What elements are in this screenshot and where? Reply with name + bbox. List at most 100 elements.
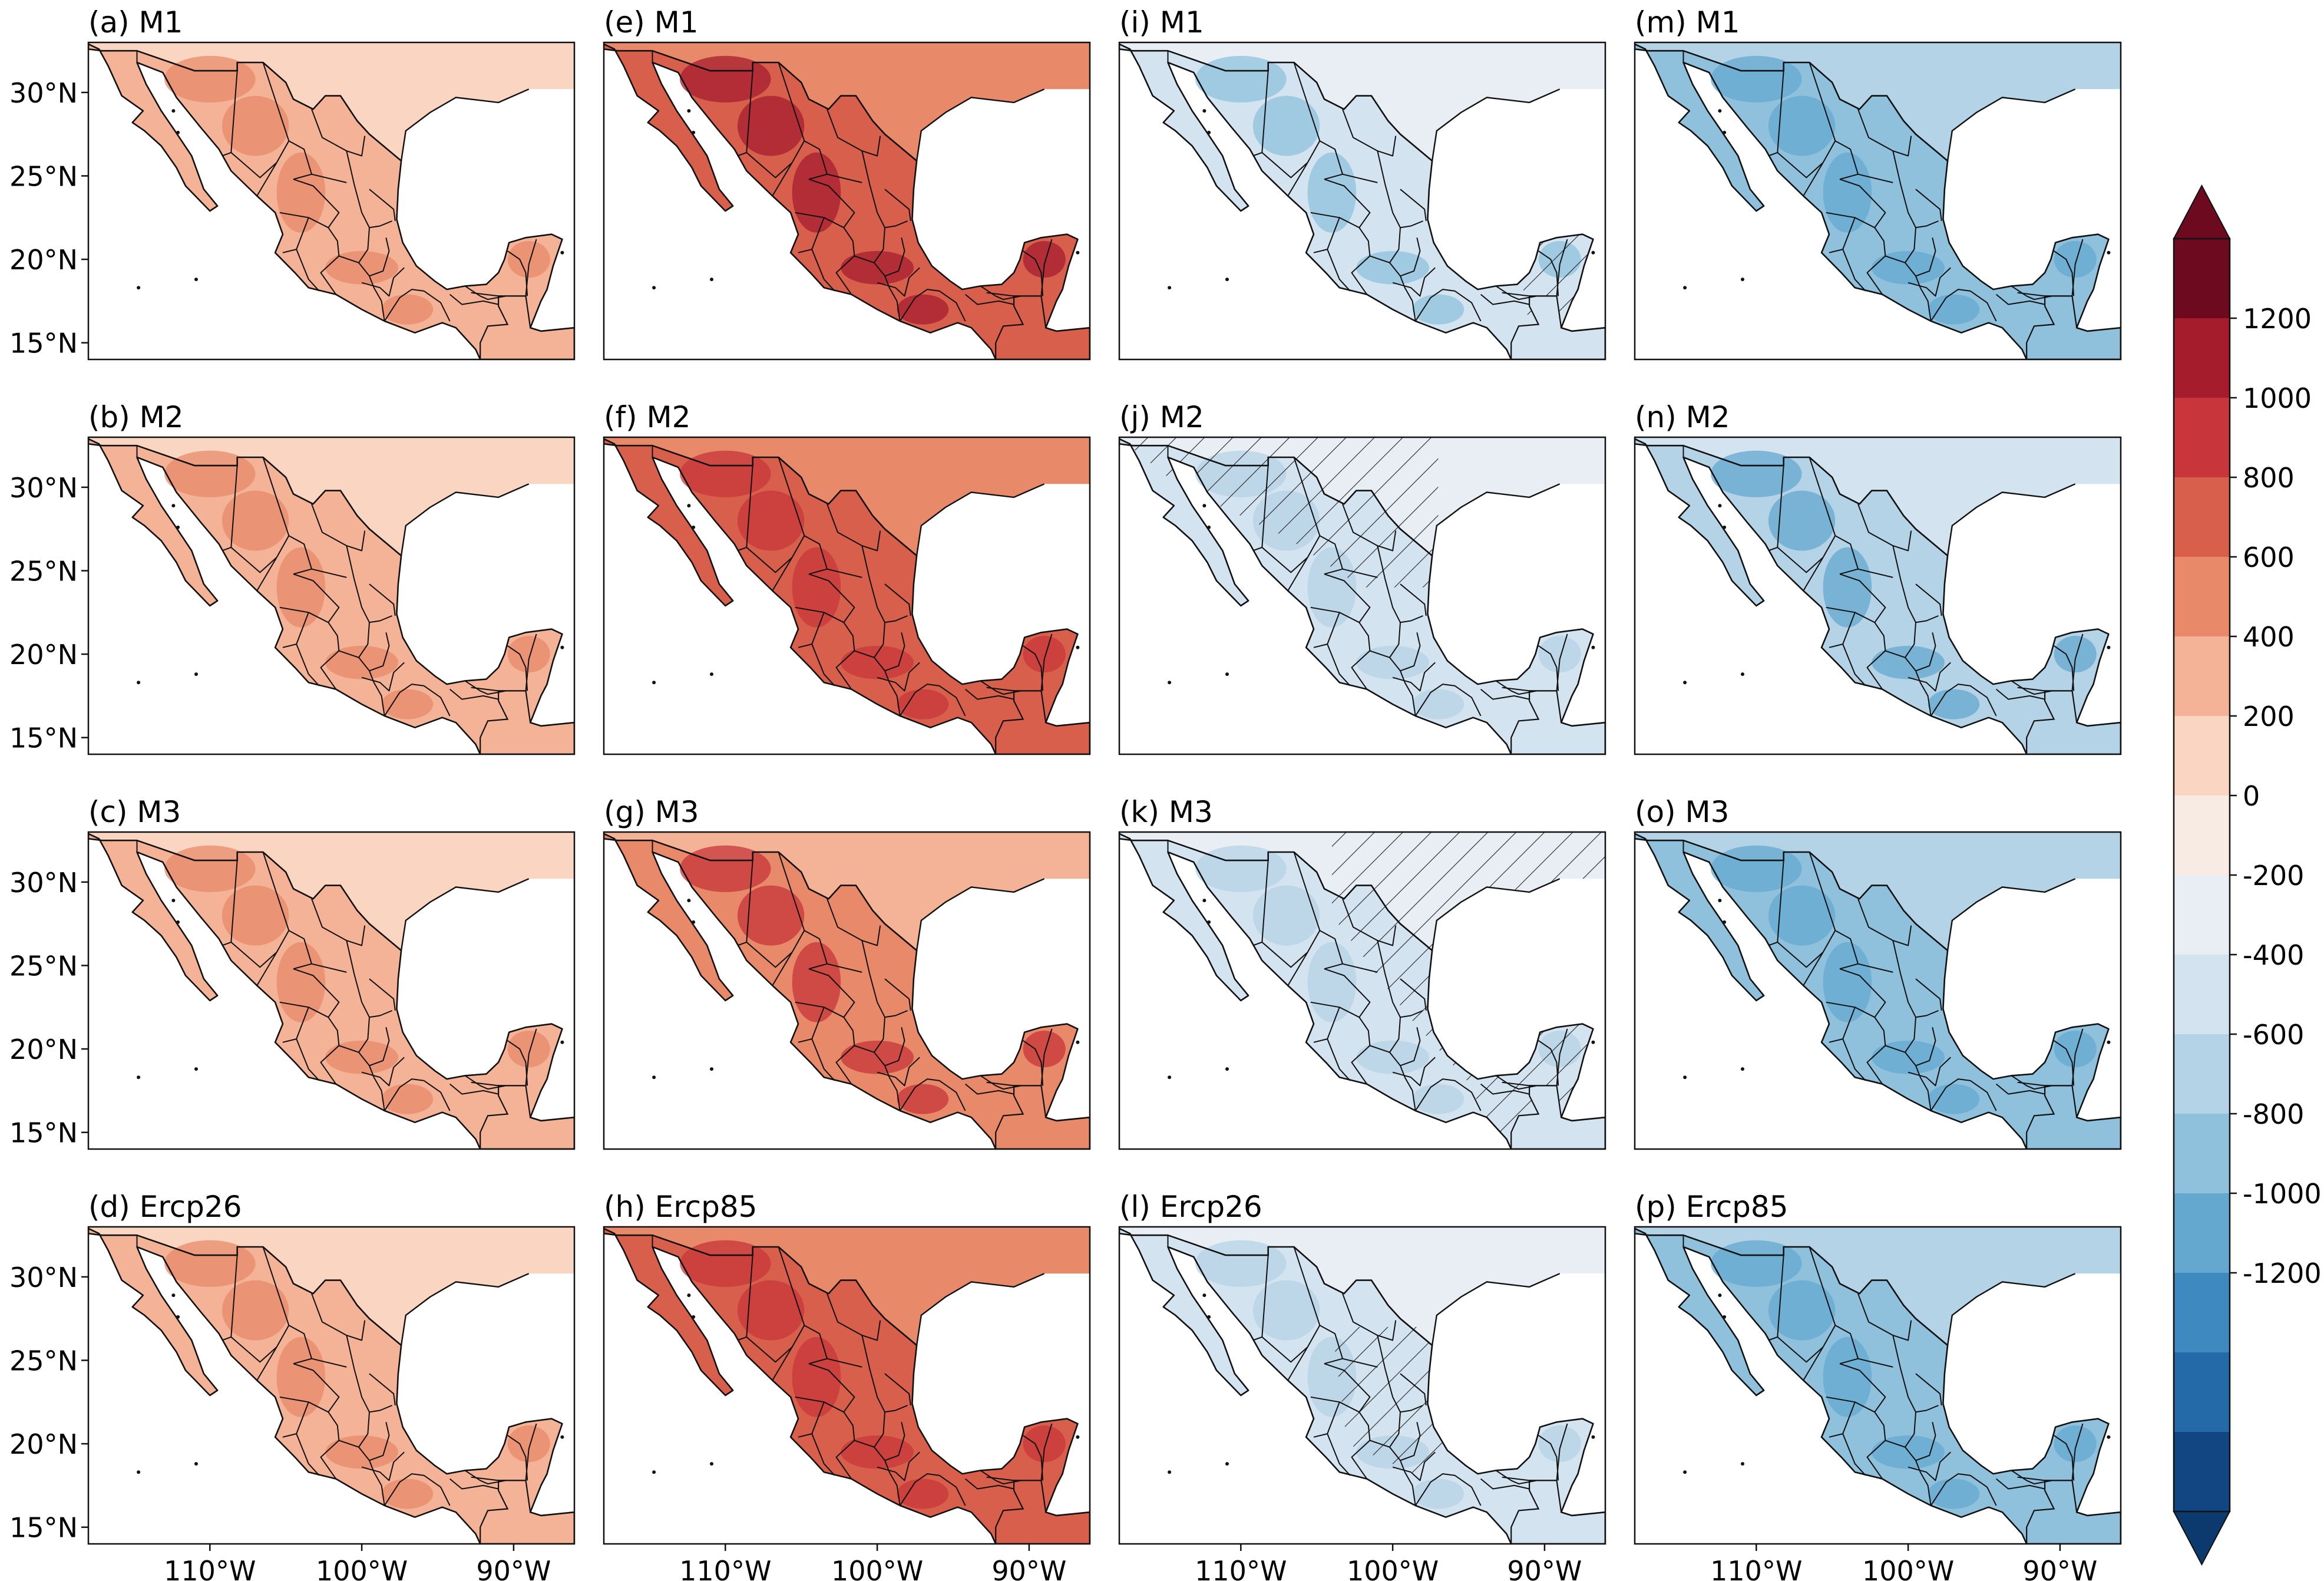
colorbar-segment	[2174, 796, 2230, 875]
intensity-region	[792, 152, 841, 233]
island	[1076, 1435, 1080, 1439]
state-border	[811, 1433, 835, 1476]
state-border	[1829, 217, 1856, 253]
state-border	[861, 940, 908, 1018]
colorbar-segment	[2174, 398, 2230, 477]
panel-title: (i) M1	[1119, 5, 1204, 39]
island	[1718, 1293, 1722, 1298]
island	[710, 1067, 713, 1071]
colorbar-tick-label: -1200	[2243, 1257, 2322, 1289]
state-border	[369, 583, 396, 616]
lat-tick-label: 30°N	[9, 867, 78, 899]
state-border	[2011, 680, 2053, 695]
mexico-land-fill	[88, 44, 574, 359]
state-border	[384, 1078, 451, 1111]
state-border	[1414, 1078, 1482, 1111]
state-border	[1040, 633, 1053, 691]
state-border	[1768, 1255, 1784, 1341]
intensity-region	[1928, 1084, 1980, 1114]
state-border	[2011, 1075, 2053, 1090]
lon-tick-label: 90°W	[2022, 1555, 2097, 1581]
state-border	[1826, 179, 1886, 229]
state-border	[230, 547, 277, 573]
state-border	[346, 940, 392, 1018]
state-border	[230, 1336, 277, 1363]
us-land-fill	[1635, 1227, 2121, 1345]
island	[176, 525, 180, 529]
state-border	[795, 179, 855, 229]
intensity-region	[1872, 646, 1945, 679]
mexico-land-fill	[1119, 438, 1605, 754]
central-america-fill	[2027, 296, 2121, 359]
state-border	[1842, 643, 1866, 686]
state-border	[1826, 1363, 1886, 1413]
state-border	[899, 1473, 966, 1506]
island	[1591, 645, 1595, 649]
us-land-fill	[88, 42, 574, 161]
state-border	[293, 568, 312, 575]
state-border	[2017, 1476, 2072, 1481]
state-border	[1495, 1075, 1538, 1090]
state-border	[1327, 1433, 1351, 1476]
state-border	[1377, 150, 1423, 229]
state-border	[827, 503, 881, 552]
island	[652, 681, 656, 685]
mexico-land-fill	[1635, 438, 2121, 754]
state-border	[884, 1460, 901, 1506]
state-border	[361, 1451, 405, 1481]
state-border	[1342, 898, 1397, 946]
us-coastline	[1903, 1273, 2076, 1347]
state-border	[1351, 1045, 1371, 1085]
intensity-region	[1023, 1425, 1066, 1463]
state-border	[320, 1045, 340, 1085]
state-border	[746, 1336, 793, 1363]
island	[1202, 899, 1206, 903]
island	[1113, 105, 1116, 109]
intensity-region	[2054, 636, 2097, 673]
us-coastline	[1903, 483, 2076, 557]
central-america-fill	[996, 1085, 1090, 1149]
state-border	[1915, 189, 1942, 222]
state-border	[471, 292, 526, 297]
central-america-fill	[1511, 691, 1605, 754]
state-border	[1040, 239, 1053, 296]
lat-tick-label: 30°N	[9, 77, 78, 109]
map-panel: (k) M3	[1118, 795, 1606, 1150]
island	[2107, 645, 2111, 649]
central-america-fill	[1511, 1085, 1605, 1149]
panel-title: (p) Ercp85	[1635, 1190, 1789, 1224]
island	[652, 1075, 656, 1080]
state-border	[1293, 1246, 1378, 1368]
state-border	[320, 650, 340, 690]
state-border	[1809, 457, 1893, 578]
state-border	[1826, 968, 1886, 1018]
state-border	[827, 898, 881, 946]
intensity-region	[507, 1031, 550, 1068]
colorbar-tick-label: 1000	[2243, 382, 2312, 414]
state-border	[296, 1433, 320, 1476]
panel-frame	[87, 436, 576, 755]
panel-title: (j) M2	[1119, 400, 1204, 434]
state-border	[778, 851, 862, 973]
island	[687, 109, 691, 113]
lat-tick-label: 25°N	[9, 950, 78, 982]
island	[1225, 1067, 1229, 1071]
island	[1723, 130, 1727, 134]
state-border	[1930, 1473, 1997, 1506]
state-border	[296, 1038, 320, 1081]
island	[560, 1040, 564, 1044]
state-border	[361, 662, 405, 692]
lon-tick-label: 90°W	[476, 1555, 551, 1581]
state-border	[1905, 632, 1936, 672]
state-border	[1400, 1065, 1416, 1111]
state-border	[1908, 267, 1951, 297]
state-border	[1502, 686, 1557, 692]
island	[194, 1462, 198, 1466]
island	[1168, 286, 1172, 290]
state-border	[361, 267, 405, 297]
intensity-region	[325, 1435, 398, 1469]
state-border	[449, 1478, 499, 1490]
state-border	[1495, 1470, 1538, 1485]
central-america-fill	[996, 296, 1090, 359]
intensity-region	[1823, 547, 1872, 628]
